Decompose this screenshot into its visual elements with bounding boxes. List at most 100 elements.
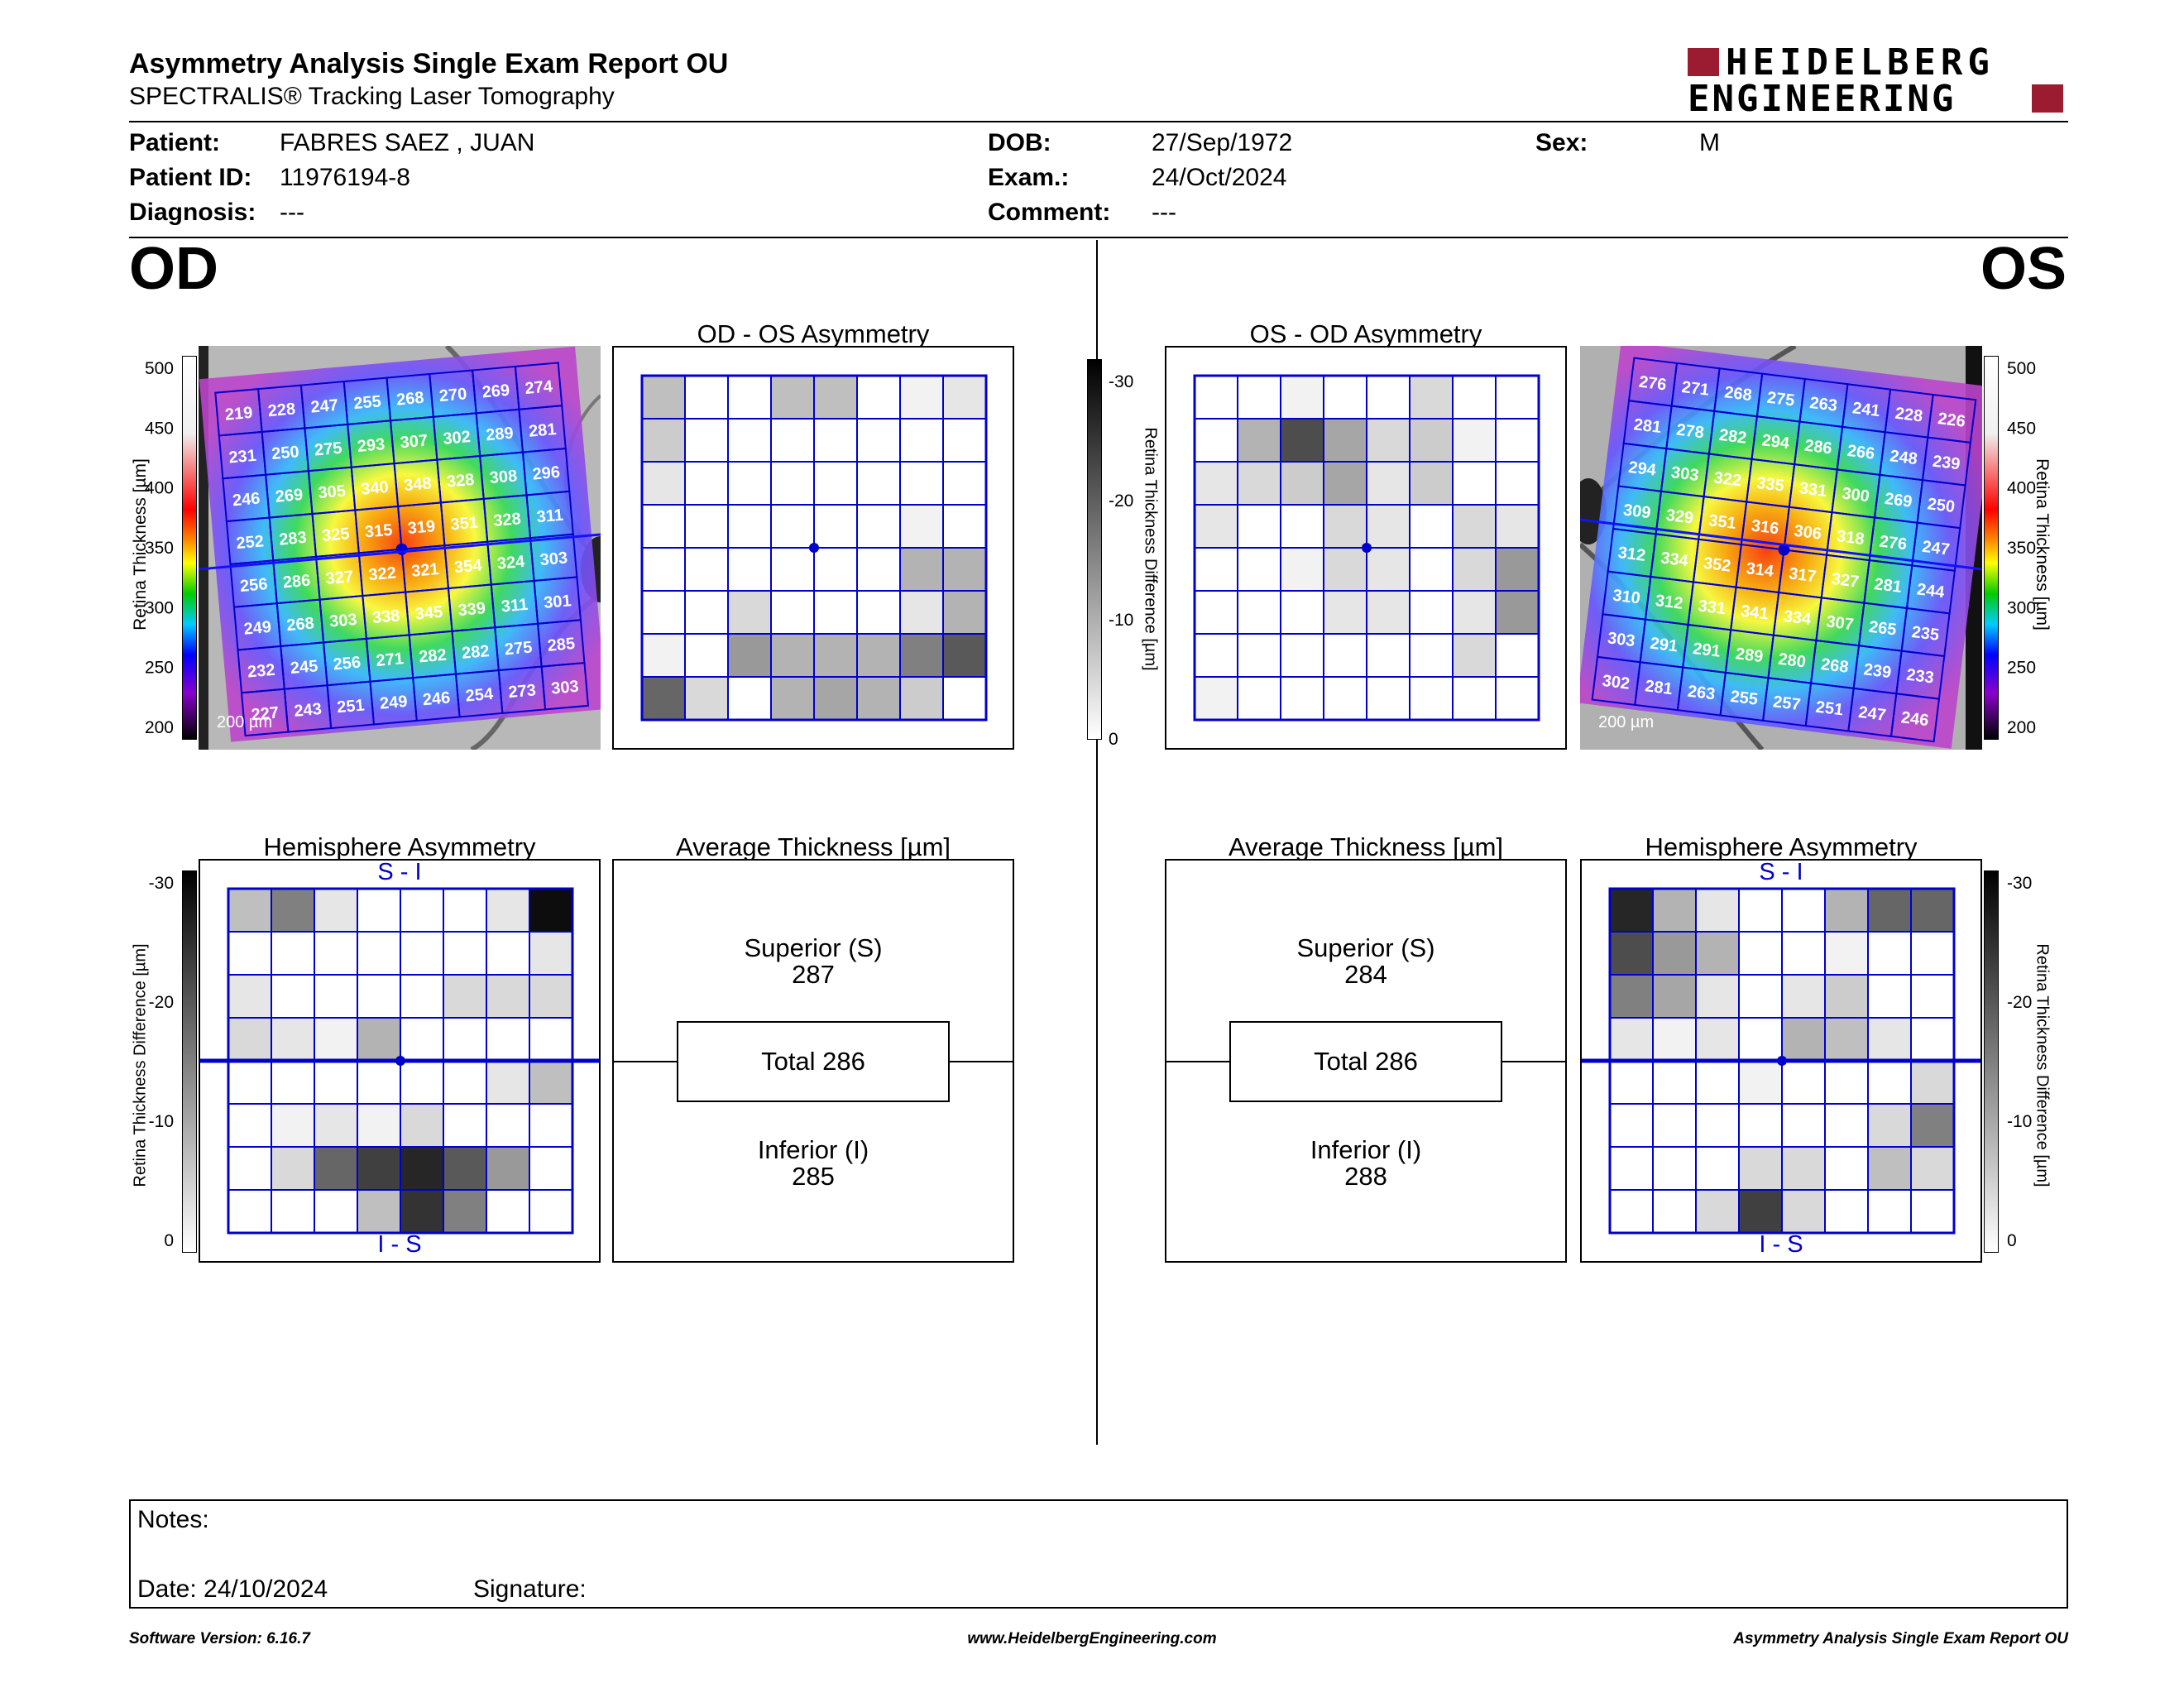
os-asym-cell <box>1194 418 1238 463</box>
date-label: Date: 24/10/2024 <box>137 1575 328 1603</box>
os-thickness-value: 263 <box>1808 394 1838 415</box>
od-thickness-tick: 350 <box>145 539 174 558</box>
od-thickness-value: 296 <box>532 463 561 484</box>
os-thickness-tick: 250 <box>2007 659 2036 678</box>
od-thickness-value: 252 <box>236 532 265 553</box>
os-asym-cell <box>1194 504 1238 549</box>
od-thickness-value: 328 <box>446 471 475 492</box>
od-hemi-cell <box>529 888 573 933</box>
center-diff-ticks: -30 -20 -10 0 <box>1109 372 1133 745</box>
os-thickness-value: 275 <box>1766 389 1796 410</box>
od-hemi-cell <box>314 931 358 976</box>
os-thickness-value: 241 <box>1851 399 1881 420</box>
od-hemi-cell <box>228 974 272 1019</box>
od-hemi-diff-tick: -20 <box>149 993 174 1012</box>
od-thickness-value: 311 <box>500 596 529 616</box>
signature-label: Signature: <box>473 1575 587 1603</box>
os-asym-cell <box>1495 633 1540 678</box>
od-asym-cell <box>641 590 686 635</box>
od-asym-cell <box>899 375 944 420</box>
od-hemi-frame: S - I I - S <box>199 859 601 1263</box>
os-thickness-value: 235 <box>1910 623 1940 645</box>
od-hemi-cell <box>443 888 487 933</box>
os-asym-title: OS - OD Asymmetry <box>1249 319 1482 348</box>
patient-label: Patient: <box>129 129 221 156</box>
od-asym-cell <box>856 461 901 506</box>
od-hemi-cell <box>271 974 315 1019</box>
os-asym-grid <box>1193 374 1540 722</box>
od-hemi-diff-tick: 0 <box>164 1231 174 1250</box>
od-thickness-value: 246 <box>422 688 451 709</box>
os-asym-cell <box>1495 418 1540 463</box>
os-hemi-cell <box>1910 1146 1955 1191</box>
od-asym-cell <box>899 418 944 463</box>
os-asym-cell <box>1409 461 1454 506</box>
od-thickness-value: 243 <box>294 700 323 721</box>
center-diff-tick: 0 <box>1109 730 1118 745</box>
sex-label: Sex: <box>1535 129 1588 156</box>
od-thickness-value: 249 <box>243 618 272 639</box>
os-thickness-value: 250 <box>1926 495 1956 516</box>
os-thickness-value: 246 <box>1900 708 1930 730</box>
od-hemi-cell <box>314 1189 358 1234</box>
os-thickness-value: 269 <box>1884 490 1913 511</box>
os-hemi-cell <box>1824 974 1869 1019</box>
os-hemi-cell <box>1781 931 1826 976</box>
os-thickness-value: 334 <box>1783 607 1813 629</box>
os-thickness-value: 271 <box>1680 378 1710 400</box>
os-hemi-diff-tick: 0 <box>2007 1231 2017 1250</box>
od-asym-cell <box>899 461 944 506</box>
od-asym-cell <box>641 547 686 592</box>
os-thickness-value: 302 <box>1601 672 1631 693</box>
od-hemi-axis-label: Retina Thickness Difference [µm] <box>131 943 150 1187</box>
od-hemi-cell <box>357 1146 401 1191</box>
os-asym-cell <box>1452 375 1497 420</box>
os-thickness-value: 281 <box>1644 677 1674 698</box>
os-thickness-value: 282 <box>1718 426 1748 448</box>
os-thickness-value: 352 <box>1703 554 1732 576</box>
os-hemi-cell <box>1781 1146 1826 1191</box>
logo-red-square-bottom <box>2032 84 2063 113</box>
os-asym-cell <box>1237 547 1281 592</box>
os-thickness-value: 244 <box>1916 580 1947 602</box>
os-hemi-cell <box>1695 974 1740 1019</box>
os-thickness-value: 265 <box>1868 618 1898 640</box>
os-hemi-cell <box>1738 1017 1783 1062</box>
os-scale-label: 200 µm <box>1598 713 1655 731</box>
os-asym-cell <box>1495 375 1540 420</box>
od-hemi-cell <box>357 1189 401 1234</box>
od-asym-cell <box>770 375 815 420</box>
exam-value: 24/Oct/2024 <box>1152 164 1287 191</box>
os-asym-cell <box>1366 461 1410 506</box>
os-asym-frame <box>1165 346 1567 750</box>
od-thickness-value: 303 <box>539 549 568 569</box>
os-hemi-frame: S - I I - S <box>1580 859 1982 1263</box>
os-hemi-cell <box>1695 1146 1740 1191</box>
os-superior-value: 284 <box>1344 960 1387 989</box>
od-hemi-cell <box>400 1103 444 1148</box>
od-thickness-value: 219 <box>224 404 253 424</box>
os-hemi-diff-tick: -30 <box>2007 874 2032 893</box>
os-thickness-value: 312 <box>1617 544 1647 565</box>
od-hemi-cell <box>228 1017 272 1062</box>
od-asym-cell <box>942 461 987 506</box>
os-thickness-value: 329 <box>1664 506 1694 528</box>
os-asym-cell <box>1323 590 1367 635</box>
os-hemi-cell <box>1609 888 1654 933</box>
os-thickness-value: 291 <box>1649 635 1679 656</box>
od-thickness-value: 319 <box>407 517 436 538</box>
od-hemi-cell <box>443 1103 487 1148</box>
os-thickness-value: 317 <box>1788 564 1818 586</box>
os-thickness-tick: 200 <box>2007 718 2036 737</box>
os-thickness-value: 263 <box>1687 683 1717 704</box>
os-thickness-value: 257 <box>1772 693 1802 714</box>
os-asym-cell <box>1452 590 1497 635</box>
od-thickness-value: 246 <box>232 489 261 510</box>
os-hemi-cell <box>1781 1103 1826 1148</box>
os-hemi-cell <box>1781 974 1826 1019</box>
od-hemi-diff-colorbar <box>182 870 197 1253</box>
os-hemi-cell <box>1738 931 1783 976</box>
os-thickness-value: 278 <box>1675 421 1705 443</box>
os-asym-cell <box>1409 633 1454 678</box>
os-hemi-cell <box>1738 974 1783 1019</box>
